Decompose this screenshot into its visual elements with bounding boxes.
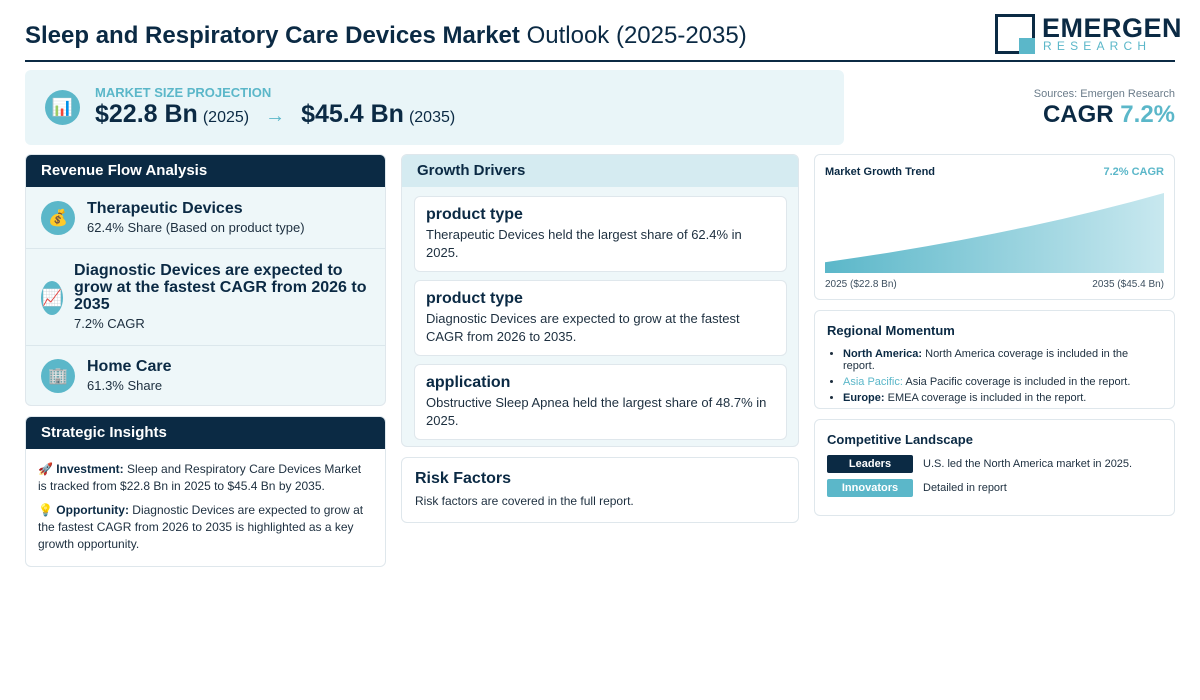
market-size-label: MARKET SIZE PROJECTION: [95, 85, 272, 100]
investment-insight: 🚀 Investment: Sleep and Respiratory Care…: [38, 461, 373, 495]
trend-title: Market Growth Trend: [825, 166, 936, 178]
revenue-flow-panel: Revenue Flow Analysis 💰 Therapeutic Devi…: [25, 154, 386, 406]
growth-drivers-panel: Growth Drivers product type Therapeutic …: [401, 154, 799, 447]
region-name: North America:: [843, 348, 923, 360]
driver-text: Therapeutic Devices held the largest sha…: [426, 227, 742, 260]
logo-mark-icon: [995, 14, 1035, 54]
investment-label: Investment:: [56, 462, 124, 476]
end-year: (2035): [408, 109, 456, 126]
end-value: $45.4 Bn: [301, 100, 404, 128]
rocket-icon: 🚀: [38, 462, 53, 476]
regional-momentum-title: Regional Momentum: [827, 323, 955, 338]
logo-main-text: EMERGEN: [1042, 13, 1183, 43]
driver-card: product type Diagnostic Devices are expe…: [414, 280, 787, 356]
cagr-block: Sources: Emergen Research CAGR 7.2%: [1034, 88, 1175, 129]
sources-text: Sources: Emergen Research: [1033, 88, 1175, 100]
lightbulb-icon: 💡: [38, 503, 53, 517]
driver-title: application: [426, 374, 511, 391]
cagr-headline: CAGR 7.2%: [1034, 101, 1175, 129]
revenue-item-title: Diagnostic Devices are expected to grow …: [74, 262, 367, 313]
cagr-label: CAGR: [1042, 101, 1114, 128]
emergen-logo: EMERGEN RESEARCH: [995, 13, 1182, 56]
region-text: North America coverage is included in th…: [843, 348, 1129, 372]
revenue-item-title: Home Care: [87, 358, 172, 375]
driver-text: Diagnostic Devices are expected to grow …: [426, 311, 740, 344]
regional-momentum-panel: Regional Momentum North America: North A…: [814, 310, 1175, 409]
region-name: Asia Pacific:: [843, 376, 903, 388]
trend-chart: [825, 193, 1164, 273]
bar-chart-icon: 📊: [45, 90, 80, 125]
market-size-banner: 📊 MARKET SIZE PROJECTION $22.8 Bn (2025) →…: [25, 70, 844, 145]
risk-factors-text: Risk factors are covered in the full rep…: [415, 494, 634, 508]
innovators-text: Detailed in report: [923, 482, 1007, 494]
opportunity-label: Opportunity:: [56, 503, 129, 517]
page-header: Sleep and Respiratory Care Devices Marke…: [25, 13, 1182, 62]
title-light: Outlook (2025-2035): [526, 22, 747, 49]
risk-factors-panel: Risk Factors Risk factors are covered in…: [401, 457, 799, 523]
market-growth-trend-panel: Market Growth Trend 7.2% CAGR 2025 ($22.…: [814, 154, 1175, 300]
leaders-tag: Leaders: [827, 455, 913, 473]
region-text: Asia Pacific coverage is included in the…: [905, 376, 1131, 388]
chart-up-icon: 📈: [41, 281, 63, 315]
start-value: $22.8 Bn: [95, 100, 198, 128]
strategic-insights-title: Strategic Insights: [26, 417, 385, 449]
opportunity-insight: 💡 Opportunity: Diagnostic Devices are ex…: [38, 502, 373, 553]
leaders-text: U.S. led the North America market in 202…: [923, 458, 1133, 470]
revenue-item-sub: 62.4% Share (Based on product type): [87, 220, 305, 235]
list-item: Europe: EMEA coverage is included in the…: [843, 392, 1162, 404]
page-title: Sleep and Respiratory Care Devices Marke…: [25, 22, 747, 50]
investment-text: Sleep and Respiratory Care Devices Marke…: [38, 462, 362, 493]
driver-card: application Obstructive Sleep Apnea held…: [414, 364, 787, 440]
growth-drivers-title: Growth Drivers: [402, 155, 798, 187]
revenue-item-title: Therapeutic Devices: [87, 200, 243, 217]
competitive-landscape-title: Competitive Landscape: [827, 432, 973, 447]
competitive-landscape-panel: Competitive Landscape Leaders U.S. led t…: [814, 419, 1175, 516]
region-text: EMEA coverage is included in the report.: [887, 392, 1087, 404]
list-item: North America: North America coverage is…: [843, 348, 1162, 372]
trend-cagr-label: 7.2% CAGR: [1103, 166, 1164, 178]
revenue-flow-title: Revenue Flow Analysis: [26, 155, 385, 187]
logo-sub-text: RESEARCH: [1043, 39, 1152, 53]
arrow-right-icon: →: [265, 105, 286, 127]
list-item: 🏢 Home Care 61.3% Share: [26, 346, 385, 405]
risk-factors-title: Risk Factors: [415, 470, 512, 487]
list-item: 💰 Therapeutic Devices 62.4% Share (Based…: [26, 187, 385, 249]
building-icon: 🏢: [41, 359, 75, 393]
region-name: Europe:: [843, 392, 885, 404]
innovators-tag: Innovators: [827, 479, 913, 497]
revenue-item-sub: 7.2% CAGR: [74, 316, 145, 331]
market-size-values: $22.8 Bn (2025) → $45.4 Bn (2035): [95, 100, 455, 129]
start-year: (2025): [202, 109, 250, 126]
competitive-row: Innovators Detailed in report: [827, 479, 1007, 497]
list-item: 📈 Diagnostic Devices are expected to gro…: [26, 249, 385, 346]
driver-text: Obstructive Sleep Apnea held the largest…: [426, 395, 767, 428]
money-bag-icon: 💰: [41, 201, 75, 235]
cagr-value: 7.2%: [1120, 101, 1175, 128]
trend-start-label: 2025 ($22.8 Bn): [825, 279, 897, 290]
driver-title: product type: [426, 290, 523, 307]
trend-area: [825, 193, 1164, 273]
list-item: Asia Pacific: Asia Pacific coverage is i…: [843, 376, 1162, 388]
driver-card: product type Therapeutic Devices held th…: [414, 196, 787, 272]
driver-title: product type: [426, 206, 523, 223]
competitive-row: Leaders U.S. led the North America marke…: [827, 455, 1132, 473]
revenue-item-sub: 61.3% Share: [87, 378, 163, 393]
trend-end-label: 2035 ($45.4 Bn): [1092, 279, 1164, 290]
opportunity-text: Diagnostic Devices are expected to grow …: [38, 503, 364, 551]
title-bold: Sleep and Respiratory Care Devices Marke…: [25, 22, 520, 49]
strategic-insights-panel: Strategic Insights 🚀 Investment: Sleep a…: [25, 416, 386, 567]
